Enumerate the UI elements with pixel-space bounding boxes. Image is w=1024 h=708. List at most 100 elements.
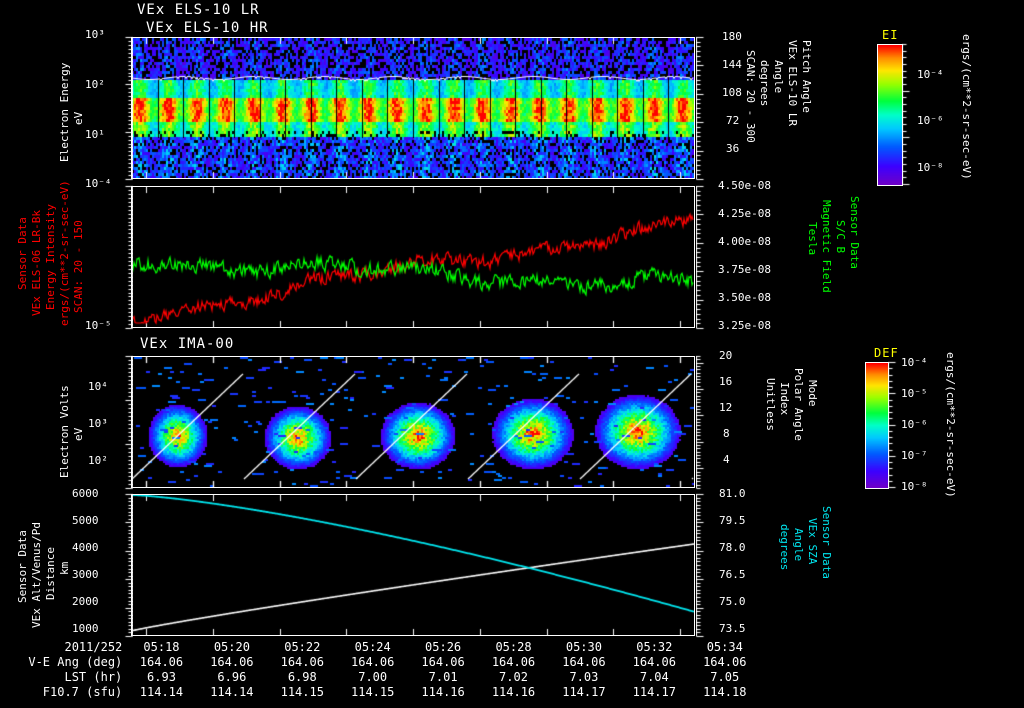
table-row: F10.7 (sfu) 114.14 114.14 114.15 114.15 114.1… bbox=[0, 685, 760, 700]
panel2-rtick-5: 3.25e-08 bbox=[718, 319, 771, 332]
table-cell: 7.00 bbox=[358, 670, 388, 684]
table-cell: 164.06 bbox=[562, 655, 606, 669]
panel4-ytick-5: 1000 bbox=[72, 622, 99, 635]
panel3-rtick-0: 20 bbox=[719, 349, 733, 362]
table-cell: 05:32 bbox=[636, 640, 673, 654]
panel4-plot-frame bbox=[131, 494, 695, 636]
panel3-right-label-0: Mode bbox=[806, 380, 819, 407]
panel2-right-label-0: Sensor Data bbox=[848, 196, 861, 269]
colorbar1-tick-2: 10⁻⁸ bbox=[917, 161, 944, 174]
panel2-left-label-3: ergs/(cm**2-sr-sec-eV) bbox=[58, 180, 71, 326]
table-cell: 114.18 bbox=[703, 685, 747, 699]
table-cell: 114.14 bbox=[210, 685, 254, 699]
panel3-title: VEx IMA-00 bbox=[140, 336, 235, 352]
panel1-left-axis-label: Electron Energy bbox=[58, 62, 71, 162]
panel4-rtick-4: 75.0 bbox=[719, 595, 746, 608]
panel4-ytick-2: 4000 bbox=[72, 541, 99, 554]
table-cell: 05:20 bbox=[213, 640, 250, 654]
panel1-ytick-0: 10³ bbox=[85, 28, 105, 41]
panel3-ytick-0: 10⁴ bbox=[88, 380, 108, 393]
panel1-rtick-4: 36 bbox=[726, 142, 740, 155]
table-cell: 05:28 bbox=[495, 640, 532, 654]
table-cell: 05:34 bbox=[706, 640, 743, 654]
colorbar2-unit: ergs/(cm**2-sr-sec-eV) bbox=[944, 352, 957, 498]
table-row-header: F10.7 (sfu) bbox=[42, 685, 123, 699]
panel2-rtick-2: 4.00e-08 bbox=[718, 235, 771, 248]
colorbar2-tick-2: 10⁻⁶ bbox=[901, 418, 928, 431]
panel2-line-canvas bbox=[132, 187, 694, 327]
panel4-rtick-2: 78.0 bbox=[719, 541, 746, 554]
panel2-right-label-3: Tesla bbox=[806, 222, 819, 256]
colorbar2-name: DEF bbox=[874, 346, 899, 360]
panel2-rtick-3: 3.75e-08 bbox=[718, 263, 771, 276]
colorbar2-tick-1: 10⁻⁵ bbox=[901, 387, 928, 400]
panel4-right-ticks bbox=[696, 490, 716, 640]
table-cell: 05:30 bbox=[565, 640, 602, 654]
table-cell: 7.05 bbox=[710, 670, 740, 684]
panel4-right-label-3: degrees bbox=[778, 524, 791, 571]
panel4-left-label-1: VEx Alt/Venus/Pd bbox=[30, 522, 43, 628]
table-cell: 114.16 bbox=[491, 685, 536, 699]
panel1-ytick-2: 10¹ bbox=[85, 128, 105, 141]
panel1-right-label-2: Angle bbox=[772, 60, 785, 94]
table-cell: 164.06 bbox=[421, 655, 465, 669]
table-cell: 164.06 bbox=[139, 655, 184, 669]
table-cell: 114.17 bbox=[632, 685, 676, 699]
table-cell: 7.01 bbox=[428, 670, 458, 684]
panel3-ytick-2: 10² bbox=[88, 454, 108, 467]
panel1-left-axis-unit: eV bbox=[72, 111, 85, 125]
panel3-right-label-3: Unitless bbox=[764, 378, 777, 431]
panel1-rtick-1: 144 bbox=[722, 58, 742, 71]
panel2-right-ticks bbox=[696, 182, 716, 332]
table-row: LST (hr) 6.93 6.96 6.98 7.00 7.01 7.02 7.03 7.04… bbox=[0, 670, 760, 685]
table-cell: 6.98 bbox=[287, 670, 317, 684]
table-cell: 05:22 bbox=[284, 640, 321, 654]
table-cell: 114.15 bbox=[351, 685, 395, 699]
panel4-rtick-3: 76.5 bbox=[719, 568, 746, 581]
panel4-right-label-0: Sensor Data bbox=[820, 506, 833, 579]
panel4-left-label-0: Sensor Data bbox=[16, 530, 29, 603]
panel3-left-ticks bbox=[113, 352, 133, 492]
colorbar1-tick-0: 10⁻⁴ bbox=[917, 68, 944, 81]
panel1-right-label-4: SCAN: 20 - 300 bbox=[744, 50, 757, 143]
colorbar1-name: EI bbox=[882, 28, 899, 42]
colorbar2 bbox=[865, 362, 889, 489]
panel1-ytick-1: 10² bbox=[85, 78, 105, 91]
table-cell: 05:24 bbox=[354, 640, 391, 654]
table-cell: 05:18 bbox=[143, 640, 180, 654]
table-cell: 6.93 bbox=[147, 670, 176, 684]
table-row: V-E Ang (deg) 164.06 164.06 164.06 164.06 164… bbox=[0, 655, 760, 670]
colorbar1-tick-1: 10⁻⁶ bbox=[917, 114, 944, 127]
panel4-left-ticks bbox=[113, 490, 133, 640]
colorbar2-tick-4: 10⁻⁸ bbox=[901, 480, 928, 493]
table-cell: 114.17 bbox=[562, 685, 606, 699]
panel3-right-label-2: Index bbox=[778, 382, 791, 416]
table-cell: 164.06 bbox=[632, 655, 676, 669]
panel4-line-canvas bbox=[132, 495, 694, 635]
panel2-rtick-4: 3.50e-08 bbox=[718, 291, 771, 304]
table-cell: 05:26 bbox=[425, 640, 462, 654]
panel4-left-label-2: Distance bbox=[44, 547, 57, 600]
panel4-ytick-1: 5000 bbox=[72, 514, 99, 527]
table-cell: 164.06 bbox=[703, 655, 747, 669]
panel1-rtick-3: 72 bbox=[726, 114, 740, 127]
colorbar2-tick-0: 10⁻⁴ bbox=[901, 356, 928, 369]
colorbar1 bbox=[877, 44, 903, 186]
panel4-left-label-3: km bbox=[58, 561, 71, 575]
panel4-ytick-0: 6000 bbox=[72, 487, 99, 500]
panel4-right-label-1: VEx SZA bbox=[806, 518, 819, 565]
colorbar2-ticks bbox=[888, 357, 902, 492]
table-row: 2011/252 05:18 05:20 05:22 05:24 05:26 05:28 05… bbox=[0, 640, 760, 655]
panel4-ytick-3: 3000 bbox=[72, 568, 99, 581]
table-cell: 164.06 bbox=[210, 655, 254, 669]
panel3-left-axis-unit: eV bbox=[72, 427, 85, 441]
panel1-title-hr: VEx ELS-10 HR bbox=[146, 20, 269, 36]
panel3-rtick-2: 12 bbox=[719, 401, 733, 414]
panel2-rtick-1: 4.25e-08 bbox=[718, 207, 771, 220]
panel1-title-lr: VEx ELS-10 LR bbox=[137, 2, 260, 18]
bottom-parameter-table: 2011/252 05:18 05:20 05:22 05:24 05:26 05:28 05… bbox=[0, 640, 760, 700]
panel1-right-label-3: degrees bbox=[758, 60, 771, 107]
ima-spectrogram-canvas bbox=[132, 357, 694, 487]
panel2-left-label-4: SCAN: 20 - 150 bbox=[72, 220, 85, 313]
table-cell: 7.04 bbox=[639, 670, 669, 684]
